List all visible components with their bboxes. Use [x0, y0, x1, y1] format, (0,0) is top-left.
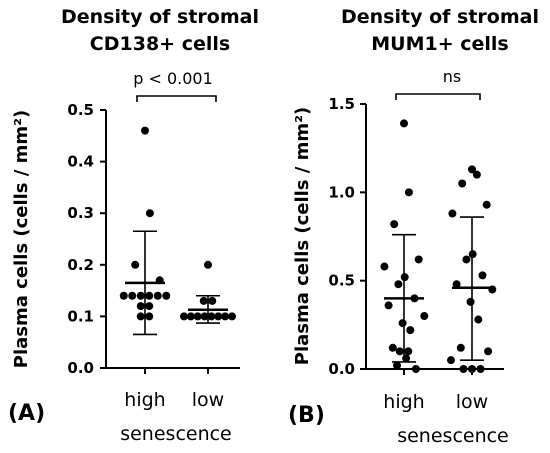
panel-b-chart: Density of stromal MUM1+ cells Plasma cell… [288, 6, 539, 447]
data-point [394, 280, 403, 289]
data-point [447, 356, 455, 365]
data-point [474, 315, 483, 324]
x-category-label: high [383, 391, 424, 413]
panel-label: (B) [288, 403, 325, 428]
x-axis-label: senescence [120, 423, 232, 445]
data-point [131, 260, 140, 269]
data-point [406, 326, 415, 335]
x-axis-label: senescence [397, 425, 509, 447]
data-point [186, 312, 195, 321]
data-point [411, 365, 420, 373]
data-point [162, 291, 171, 300]
chart-title-line: Density of stromal [61, 6, 259, 28]
data-point [459, 365, 468, 373]
data-point [452, 280, 461, 289]
y-tick-label: 1.5 [328, 95, 355, 113]
data-point [400, 119, 408, 128]
data-point [145, 291, 154, 300]
data-point [141, 126, 149, 135]
data-point [398, 319, 407, 328]
data-point [153, 291, 162, 300]
data-point [145, 209, 154, 218]
panel-a-chart: Density of stromal CD138+ cells Plasma cel… [8, 6, 259, 445]
y-tick-label: 0.3 [67, 204, 94, 222]
data-point [404, 347, 413, 356]
data-point [145, 302, 154, 311]
x-category-label: low [192, 389, 224, 411]
data-point [119, 291, 128, 300]
data-point [420, 312, 429, 320]
data-point [476, 365, 485, 373]
data-point [388, 343, 397, 352]
data-point [128, 291, 137, 300]
x-category-label: high [124, 389, 165, 411]
data-point [228, 312, 236, 321]
data-point [468, 165, 476, 174]
y-tick-label: 0.5 [328, 272, 355, 290]
data-point [472, 170, 481, 179]
data-point [180, 312, 188, 321]
x-category-label: low [456, 391, 488, 413]
significance-bracket [136, 95, 217, 102]
significance-label: p < 0.001 [133, 69, 213, 88]
data-point [204, 260, 212, 269]
y-tick-label: 0.2 [67, 256, 94, 274]
data-point [136, 291, 145, 300]
y-axis-label: Plasma cells (cells / mm²) [292, 107, 313, 365]
y-tick-label: 0.5 [67, 101, 94, 119]
y-tick-label: 0.0 [328, 360, 355, 378]
data-point [221, 312, 230, 321]
data-point [466, 297, 475, 306]
chart-title-line: MUM1+ cells [371, 33, 508, 55]
data-point [136, 302, 145, 311]
data-point [136, 312, 145, 321]
data-point [384, 301, 393, 310]
y-tick-label: 0.1 [67, 307, 94, 325]
data-point [145, 312, 154, 321]
data-point [395, 347, 404, 356]
chart-title-line: Density of stromal [341, 6, 539, 28]
data-point [390, 220, 399, 229]
y-tick-label: 1.0 [328, 183, 355, 201]
data-point [458, 179, 467, 188]
significance-bracket [395, 93, 481, 100]
data-point [482, 200, 491, 209]
data-point [414, 255, 423, 264]
significance-label: ns [443, 67, 461, 86]
data-point [199, 296, 208, 305]
y-tick-label: 0.4 [67, 153, 94, 171]
data-point [208, 296, 217, 305]
panel-label: (A) [8, 401, 45, 426]
data-point [193, 312, 202, 321]
y-tick-label: 0.0 [67, 359, 94, 377]
data-point [404, 188, 413, 197]
data-point [456, 343, 465, 352]
data-point [462, 255, 471, 264]
data-point [207, 312, 216, 321]
y-axis-label: Plasma cells (cells / mm²) [11, 110, 32, 368]
data-point [468, 365, 476, 373]
data-point [380, 262, 389, 271]
data-point [448, 209, 457, 218]
data-point [200, 312, 209, 321]
data-point [484, 347, 493, 356]
data-point [393, 361, 401, 370]
data-point [214, 312, 223, 321]
chart-title-line: CD138+ cells [90, 33, 230, 55]
data-point [478, 271, 487, 280]
